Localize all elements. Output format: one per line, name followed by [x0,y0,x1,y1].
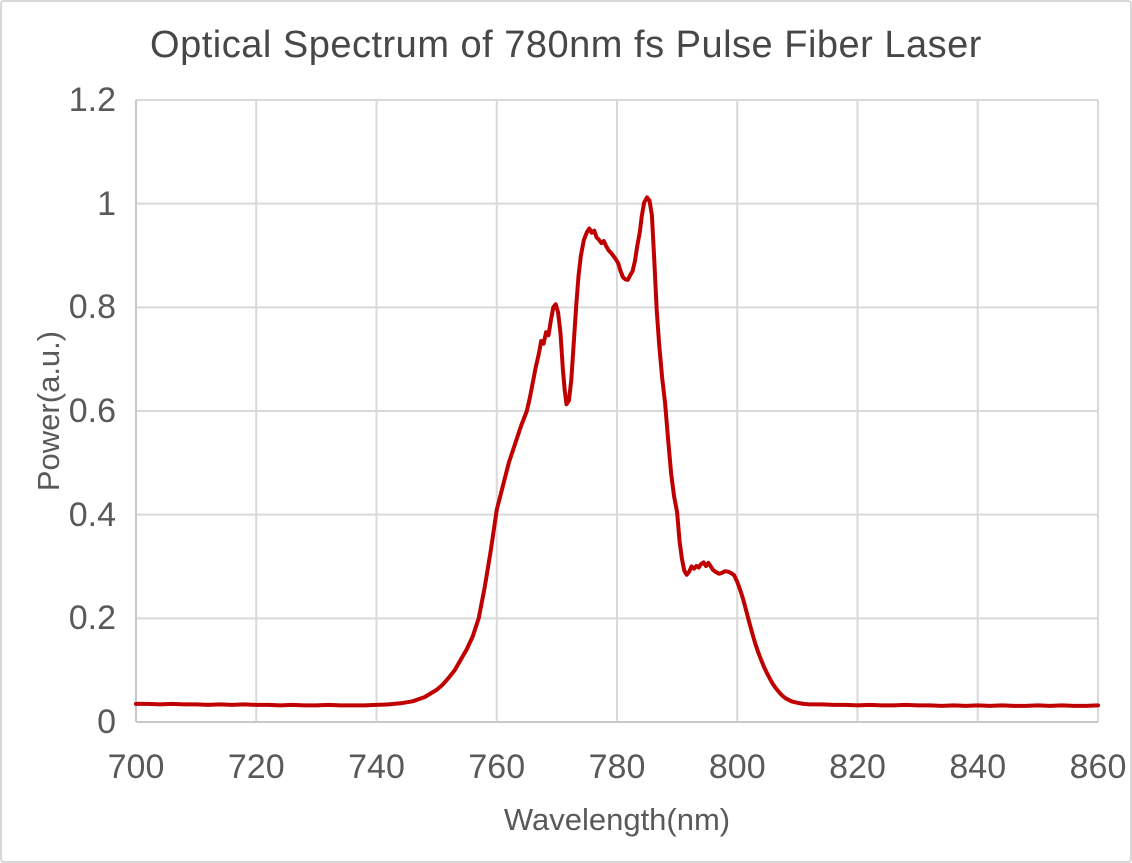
gridlines [136,99,1099,722]
y-tick-label: 0.2 [68,599,116,638]
x-tick-label: 860 [1069,748,1127,786]
y-tick-label: 0.6 [68,392,116,430]
axis-lines [135,100,1098,723]
y-tick-label: 1 [97,184,116,223]
x-tick-label: 740 [348,748,405,786]
x-tick-label: 700 [107,748,165,786]
x-tick-label: 840 [949,748,1007,786]
spectrum-line [134,195,1100,708]
chart-title: Optical Spectrum of 780nm fs Pulse Fiber… [150,24,982,66]
x-tick-label: 800 [708,748,766,786]
x-axis-title: Wavelength(nm) [503,802,731,837]
y-tick-label: 1.2 [68,81,116,119]
y-tick-label: 0.8 [68,288,116,327]
x-tick-label: 720 [227,748,285,786]
x-tick-label: 820 [829,748,886,786]
y-tick-label: 0 [97,703,116,741]
y-tick-label: 0.4 [68,495,116,534]
x-tick-label: 760 [468,748,526,786]
x-tick-label: 780 [588,748,646,786]
